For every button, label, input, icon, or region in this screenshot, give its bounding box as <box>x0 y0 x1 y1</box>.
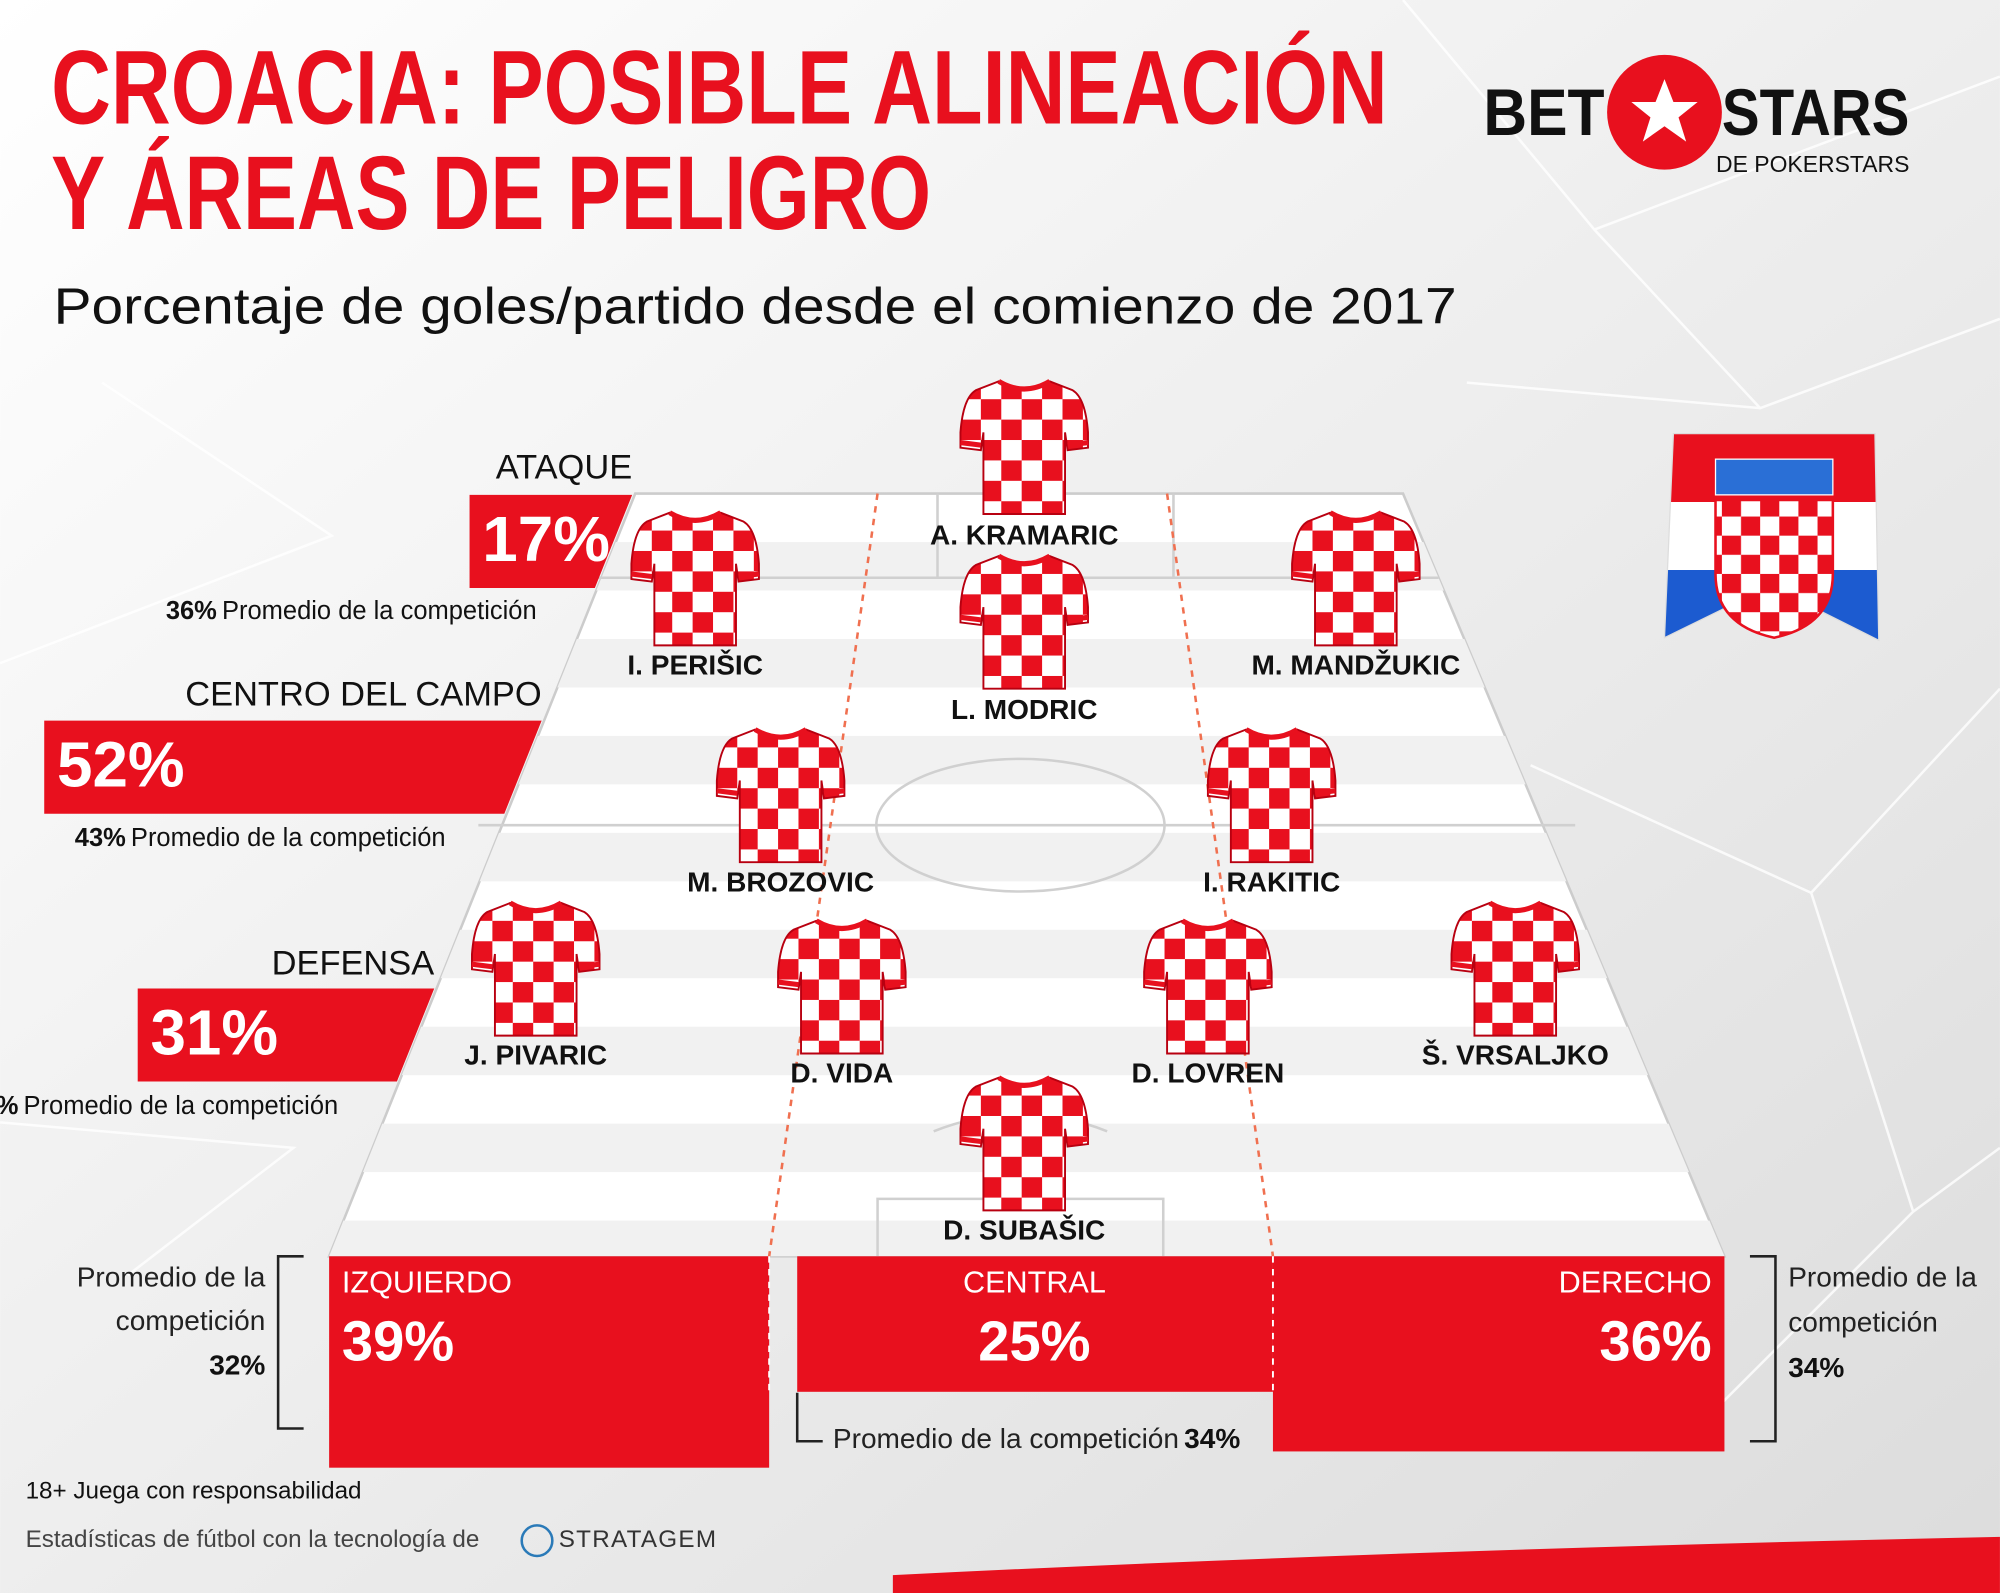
player-name: Š. VRSALJKO <box>1422 1040 1609 1071</box>
zone-value: 52% <box>57 729 185 801</box>
danger-lines <box>767 493 1275 1257</box>
flank-value: 36% <box>1599 1309 1711 1372</box>
flank-average: Promedio de la competición 34% <box>833 1424 1240 1455</box>
zone-name: CENTRO DEL CAMPO <box>185 675 541 713</box>
average-text: Promedio de la competición <box>833 1424 1179 1455</box>
player-name: J. PIVARIC <box>464 1040 607 1071</box>
player-name: I. RAKITIC <box>1203 866 1340 897</box>
flank-value: 25% <box>978 1309 1090 1372</box>
zone-average: 36% Promedio de la competición <box>166 597 537 625</box>
zone-name: DEFENSA <box>272 945 435 983</box>
player-name: D. VIDA <box>790 1058 893 1089</box>
average-text: Promedio de la competición <box>24 1092 339 1120</box>
player-name: M. BROZOVIC <box>687 866 874 897</box>
player-name: D. SUBAŠIC <box>943 1214 1105 1245</box>
zone-value: 31% <box>150 996 278 1068</box>
flank-value: 39% <box>342 1309 454 1372</box>
flag <box>1663 433 1880 642</box>
partner-icon <box>520 1524 554 1558</box>
zone-value: 17% <box>482 503 610 575</box>
flank-average-value: 32% <box>209 1350 265 1381</box>
logo-text: STARS <box>1722 76 1909 150</box>
flank-bar <box>797 1256 1273 1392</box>
flank-average: Promedio de la <box>1788 1262 1977 1293</box>
flank-average: competición <box>1788 1306 1938 1337</box>
bracket <box>795 1392 823 1443</box>
bracket <box>276 1255 304 1430</box>
credit: Estadísticas de fútbol con la tecnología… <box>26 1526 480 1553</box>
partner: STRATAGEM <box>559 1526 718 1553</box>
average-value: 43% <box>75 824 126 852</box>
zone-name: ATAQUE <box>496 448 632 486</box>
player-name: I. PERIŠIC <box>627 649 763 680</box>
bracket <box>1749 1255 1777 1443</box>
zone-average: 21% Promedio de la competición <box>0 1092 338 1120</box>
zone-average: 43% Promedio de la competición <box>75 824 446 852</box>
title: Y ÁREAS DE PELIGRO <box>51 135 931 252</box>
field-stripe <box>329 832 1725 882</box>
logo-tagline: DE POKERSTARS <box>1716 151 1909 177</box>
flank-name: IZQUIERDO <box>342 1265 512 1299</box>
flank-average: competición <box>116 1305 266 1336</box>
flank-average-value: 34% <box>1788 1352 1844 1383</box>
player-name: L. MODRIC <box>951 694 1097 725</box>
footer-band <box>892 1536 2000 1593</box>
flank-name: DERECHO <box>1559 1265 1712 1299</box>
zone-bar <box>44 720 542 814</box>
logo: BET STARS DE POKERSTARS <box>1483 54 1909 177</box>
disclaimer: 18+ Juega con responsabilidad <box>26 1478 362 1505</box>
title: CROACIA: POSIBLE ALINEACIÓN <box>51 29 1388 146</box>
subtitle: Porcentaje de goles/partido desde el com… <box>54 277 1457 334</box>
zone-bar <box>137 988 435 1082</box>
player-name: M. MANDŽUKIC <box>1251 649 1460 680</box>
flank-average: Promedio de la <box>77 1262 266 1293</box>
field-stripe <box>329 1220 1725 1257</box>
background-pattern <box>0 0 2000 1403</box>
average-text: Promedio de la competición <box>131 824 446 852</box>
average-value: 36% <box>166 597 217 625</box>
zone-bar <box>469 494 633 588</box>
average-value: 34% <box>1184 1424 1240 1455</box>
player-name: A. KRAMARIC <box>930 519 1119 550</box>
average-text: Promedio de la competición <box>222 597 537 625</box>
flank-bar <box>329 1256 770 1468</box>
flank-bar <box>1272 1256 1725 1452</box>
average-value: 21% <box>0 1092 18 1120</box>
logo-star <box>1631 79 1698 142</box>
logo-text: BET <box>1483 76 1604 150</box>
player-name: D. LOVREN <box>1132 1058 1285 1089</box>
flank-name: CENTRAL <box>963 1265 1106 1299</box>
